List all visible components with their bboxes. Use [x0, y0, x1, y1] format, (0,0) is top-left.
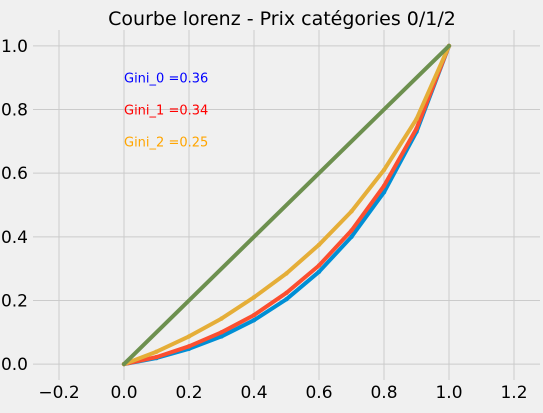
x-tick-label: 0.0	[110, 383, 137, 403]
y-axis-ticks: 0.0 0.2 0.4 0.6 0.8 1.0	[1, 37, 28, 375]
series-1-point	[316, 263, 322, 268]
series-2-point	[219, 316, 224, 321]
series-1-point	[284, 290, 289, 296]
grid	[33, 30, 540, 380]
series-0-point	[316, 269, 322, 275]
x-tick-label: 1.0	[435, 383, 462, 403]
series-2-point	[284, 271, 289, 276]
series-2-point	[316, 242, 322, 247]
series-1-point	[186, 344, 192, 349]
series-1-point	[414, 126, 419, 131]
series-2-point	[381, 167, 387, 173]
x-tick-label: 0.6	[305, 383, 332, 403]
x-tick-label: −0.2	[38, 383, 79, 403]
series-1-point	[381, 183, 387, 189]
y-tick-label: 0.0	[1, 355, 28, 375]
y-tick-label: 1.0	[1, 37, 28, 57]
gini-annotation: Gini_1 =0.34	[124, 104, 208, 119]
series-1-point	[349, 228, 354, 233]
series-1-point	[154, 354, 159, 360]
x-axis-ticks: −0.2 0.0 0.2 0.4 0.6 0.8 1.0 1.2	[38, 383, 527, 403]
x-tick-label: 0.2	[175, 383, 202, 403]
gini-annotation: Gini_2 =0.25	[124, 135, 208, 150]
series-2-point	[154, 349, 159, 354]
x-tick-label: 0.8	[370, 383, 397, 403]
series-0-point	[349, 234, 354, 240]
series-2-point	[251, 295, 257, 300]
series-0-point	[219, 334, 224, 339]
series-2-point	[186, 334, 192, 339]
series-0-point	[251, 317, 257, 323]
series-2-point	[349, 209, 354, 214]
series-line-3	[122, 43, 451, 367]
y-tick-label: 0.6	[1, 164, 28, 184]
gini-annotation: Gini_0 =0.36	[124, 72, 208, 87]
series-1-point	[251, 312, 257, 318]
series-2-point	[414, 116, 419, 122]
x-tick-label: 0.4	[240, 383, 267, 403]
x-tick-label: 1.2	[500, 383, 527, 403]
series-0-point	[284, 296, 289, 302]
annotations: Gini_0 =0.36 Gini_1 =0.34 Gini_2 =0.25	[124, 72, 208, 151]
series-0-point	[381, 190, 387, 195]
series-1-point	[219, 330, 224, 335]
y-tick-label: 0.4	[1, 228, 28, 248]
y-tick-label: 0.2	[1, 291, 28, 311]
chart-title: Courbe lorenz - Prix catégories 0/1/2	[108, 8, 456, 30]
series-layer	[121, 43, 452, 367]
y-tick-label: 0.8	[1, 101, 28, 121]
